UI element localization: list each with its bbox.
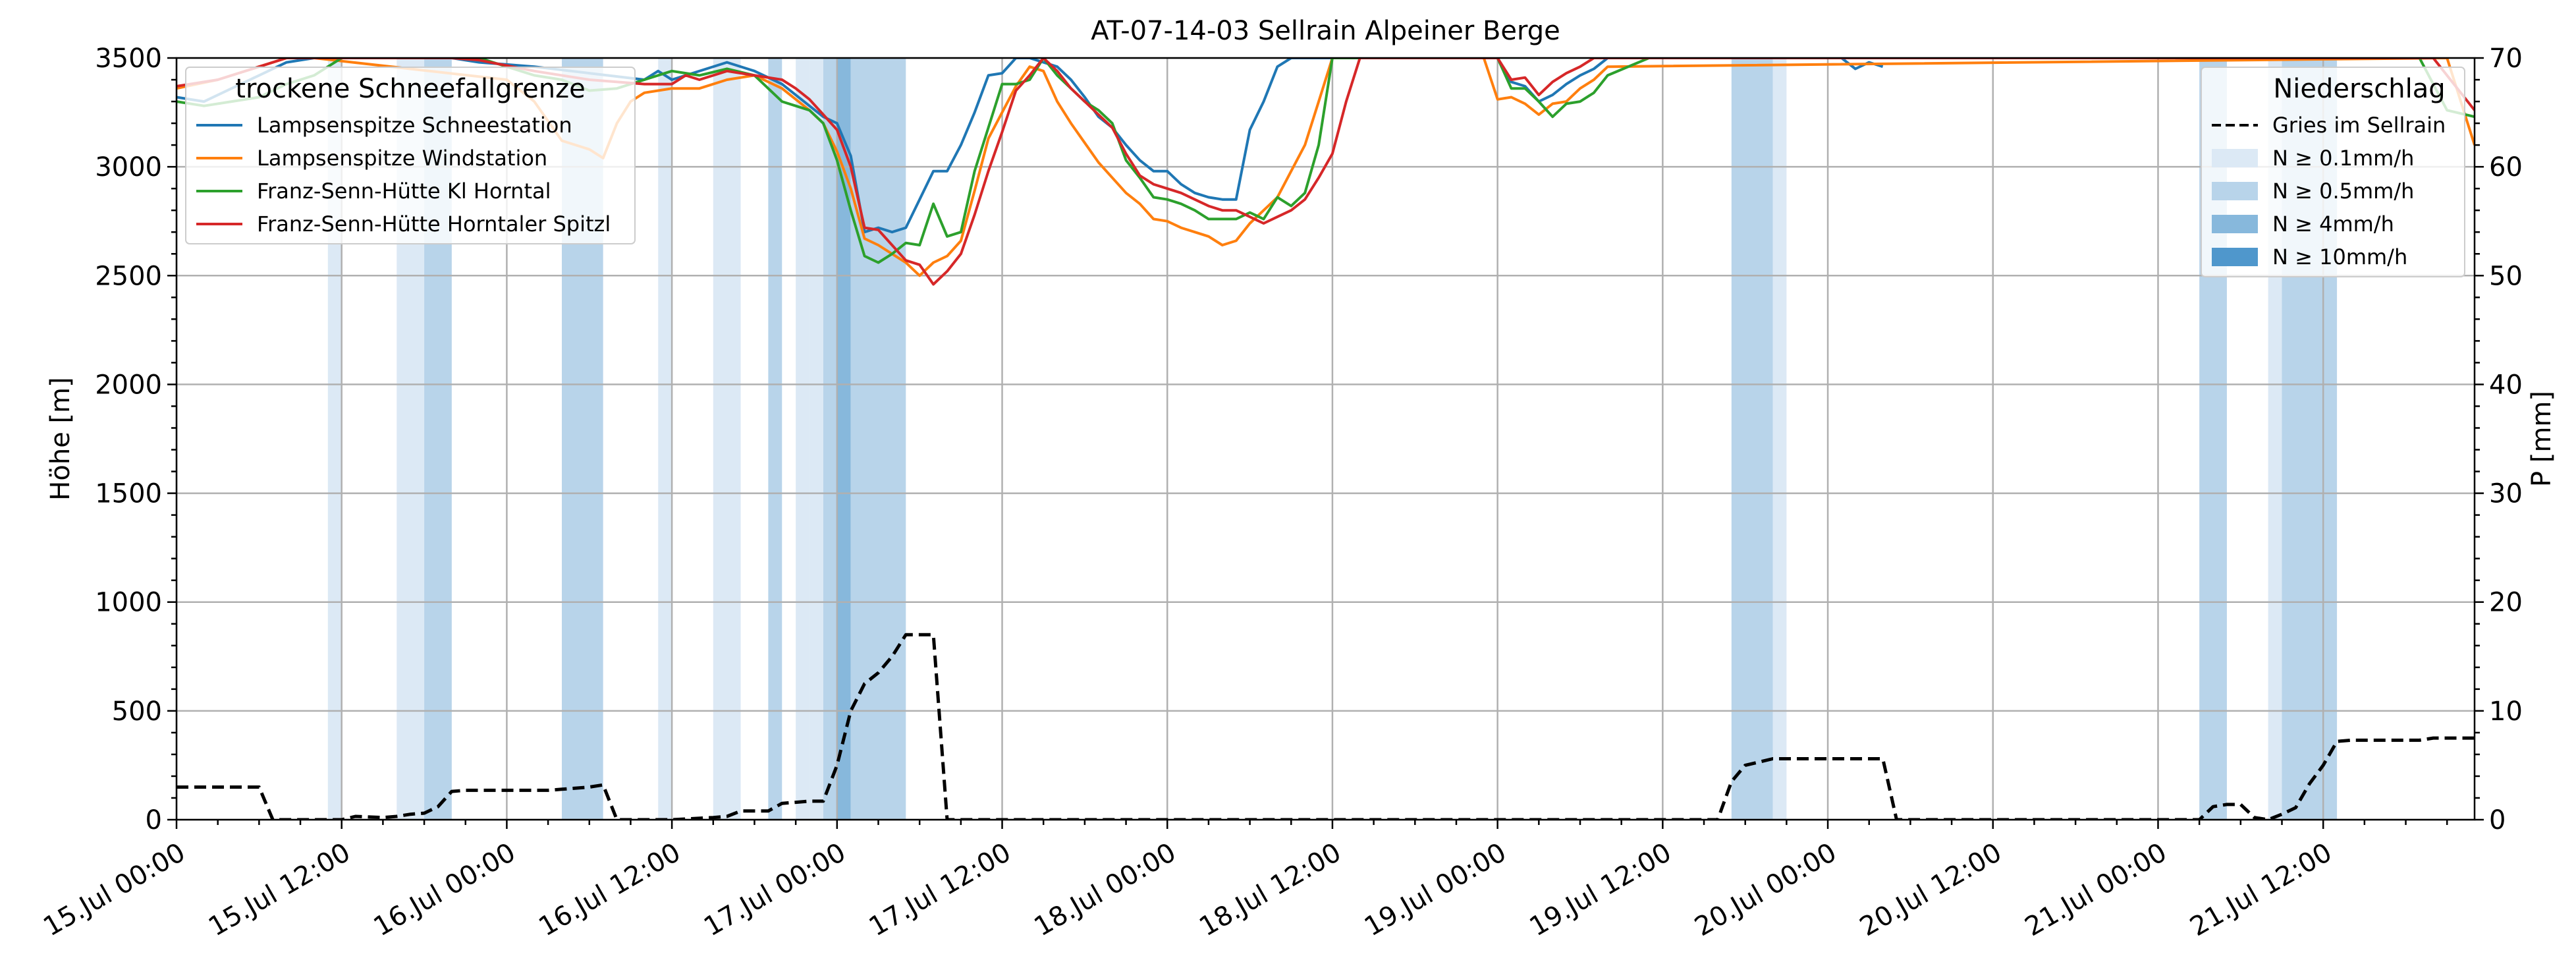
precip-band-8 (809, 58, 823, 820)
x-tick-label-8: 19.Jul 00:00 (1359, 837, 1512, 943)
legend-precip-label-2: N ≥ 4mm/h (2272, 212, 2394, 237)
precip-band-13 (1772, 58, 1787, 820)
y-left-tick-label-5: 2500 (95, 261, 162, 291)
y-axis-right-label: P [mm] (2527, 391, 2557, 487)
legend-snowline-label-1: Lampsenspitze Windstation (257, 146, 547, 171)
y-right-tick-label-1: 10 (2489, 696, 2523, 727)
legend-snowline-title: trockene Schneefallgrenze (235, 74, 585, 104)
y-left-tick-label-2: 1000 (95, 588, 162, 618)
legend-precip-swatch-3 (2212, 248, 2258, 266)
precip-band-10 (836, 58, 851, 820)
legend-gries-label: Gries im Sellrain (2272, 113, 2446, 138)
precip-band-6 (768, 58, 782, 820)
x-axis-ticks: 15.Jul 00:00 15.Jul 12:00 16.Jul 00:00 16.J… (38, 820, 2448, 943)
y-right-tick-label-3: 30 (2489, 479, 2523, 509)
x-tick-label-5: 17.Jul 12:00 (864, 837, 1016, 943)
y-right-tick-label-6: 60 (2489, 152, 2523, 183)
y-left-tick-label-0: 0 (146, 805, 162, 836)
y-right-tick-label-5: 50 (2489, 261, 2523, 291)
x-tick-label-1: 15.Jul 12:00 (204, 837, 356, 943)
legend-snowline-label-3: Franz-Senn-Hütte Horntaler Spitzl (257, 212, 611, 237)
precip-band-0 (327, 58, 342, 820)
legend-precip-label-1: N ≥ 0.5mm/h (2272, 179, 2414, 204)
precip-band-12 (1731, 58, 1773, 820)
y-left-tick-label-1: 500 (112, 696, 162, 727)
precip-band-4 (658, 58, 672, 820)
y-axis-left-ticks: 0 500 1000 1500 2000 2500 3000 3500 (95, 43, 177, 836)
precip-band-7 (796, 58, 810, 820)
legend-snowline-label-0: Lampsenspitze Schneestation (257, 113, 572, 138)
y-right-tick-label-4: 40 (2489, 370, 2523, 400)
y-right-tick-label-2: 20 (2489, 588, 2523, 618)
legend-snowline-frame (185, 67, 636, 244)
y-right-tick-label-7: 70 (2489, 43, 2523, 74)
legend-precipitation-frame (2201, 67, 2465, 277)
y-left-tick-label-4: 2000 (95, 370, 162, 400)
precip-band-9 (823, 58, 837, 820)
legend-precipitation: Niederschlag Gries im Sellrain N ≥ 0.1mm… (2201, 67, 2465, 277)
y-right-tick-label-0: 0 (2489, 805, 2506, 836)
x-tick-label-0: 15.Jul 00:00 (38, 837, 190, 943)
x-tick-label-12: 21.Jul 00:00 (2020, 837, 2172, 943)
x-tick-label-10: 20.Jul 00:00 (1689, 837, 1842, 943)
x-tick-label-6: 18.Jul 00:00 (1029, 837, 1182, 943)
precip-band-11 (850, 58, 906, 820)
x-tick-label-13: 21.Jul 12:00 (2185, 837, 2337, 943)
legend-snowline-entries: Lampsenspitze Schneestation Lampsenspitze… (196, 113, 611, 237)
legend-precipitation-bands: N ≥ 0.1mm/h N ≥ 0.5mm/h N ≥ 4mm/h N ≥ 10mm/… (2212, 146, 2414, 269)
series-line-3 (177, 58, 2475, 286)
legend-precip-label-0: N ≥ 0.1mm/h (2272, 146, 2414, 171)
plot-frame (175, 57, 2476, 821)
legend-precip-swatch-2 (2212, 215, 2258, 233)
y-left-tick-label-3: 1500 (95, 479, 162, 509)
y-left-tick-label-6: 3000 (95, 152, 162, 183)
y-axis-left-label: Höhe [m] (45, 377, 76, 500)
x-tick-label-11: 20.Jul 12:00 (1855, 837, 2007, 943)
x-tick-label-9: 19.Jul 12:00 (1525, 837, 1677, 943)
x-tick-label-4: 17.Jul 00:00 (699, 837, 851, 943)
precip-band-5 (713, 58, 741, 820)
series-line-4 (177, 633, 2475, 820)
y-left-tick-label-7: 3500 (95, 43, 162, 74)
chart-title: AT-07-14-03 Sellrain Alpeiner Berge (1091, 16, 1560, 46)
legend-precip-label-3: N ≥ 10mm/h (2272, 244, 2407, 269)
legend-snowline: trockene Schneefallgrenze Lampsenspitze … (185, 67, 636, 244)
legend-snowline-label-2: Franz-Senn-Hütte Kl Horntal (257, 179, 551, 204)
x-tick-label-7: 18.Jul 12:00 (1194, 837, 1346, 943)
y-axis-right-ticks: 0 10 20 30 40 50 60 70 (2475, 43, 2523, 836)
x-tick-label-3: 16.Jul 12:00 (534, 837, 686, 943)
legend-precip-swatch-1 (2212, 182, 2258, 200)
legend-precipitation-title: Niederschlag (2273, 74, 2445, 104)
x-tick-label-2: 16.Jul 00:00 (369, 837, 521, 943)
legend-precip-swatch-0 (2212, 149, 2258, 167)
